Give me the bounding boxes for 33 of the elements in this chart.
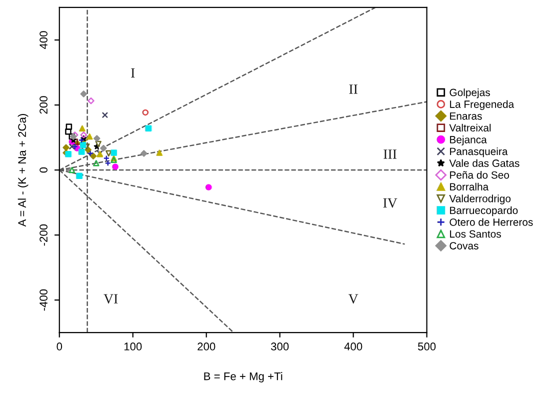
x-tick-label: 300: [270, 342, 289, 350]
legend-label: Los Santos: [450, 230, 501, 238]
y-tick-label: 0: [40, 167, 48, 173]
annotation: V: [348, 294, 358, 304]
y-tick-label: -200: [40, 224, 48, 246]
x-tick-label: 200: [198, 342, 216, 350]
y-tick-label: -400: [40, 289, 48, 311]
x-tick-label: 0: [56, 342, 62, 350]
legend-label: Golpejas: [450, 88, 490, 98]
x-tick-label: 100: [124, 342, 142, 350]
y-tick-label: 200: [40, 96, 48, 114]
x-tick-label: 400: [344, 342, 362, 350]
legend-label: Valtreixal: [449, 124, 491, 132]
annotation: I: [131, 68, 135, 78]
x-tick-label: 500: [418, 342, 436, 350]
legend-label: Enaras: [450, 112, 482, 120]
x-axis-title: B = Fe + Mg +Ti: [204, 372, 282, 382]
legend-label: Peña do Seo: [450, 171, 510, 179]
annotation: III: [384, 150, 397, 159]
annotation: II: [349, 84, 358, 94]
annotation: VI: [104, 294, 118, 304]
legend-label: Barruecopardo: [450, 206, 518, 216]
y-axis-title: A = Al - (K + Na + 2Ca): [18, 114, 28, 227]
legend-label: Borralha: [450, 182, 489, 190]
legend-label: Panasqueira: [450, 147, 508, 158]
annotation: IV: [383, 198, 398, 208]
legend-label: Valderrodrigo: [449, 194, 511, 204]
legend-label: Vale das Gatas: [449, 159, 520, 167]
legend-label: Covas: [450, 242, 478, 250]
y-tick-label: 400: [40, 31, 48, 50]
legend-label: La Fregeneda: [450, 100, 514, 110]
legend-label: Otero de Herreros: [450, 218, 533, 226]
legend-label: Bejanca: [450, 136, 487, 146]
